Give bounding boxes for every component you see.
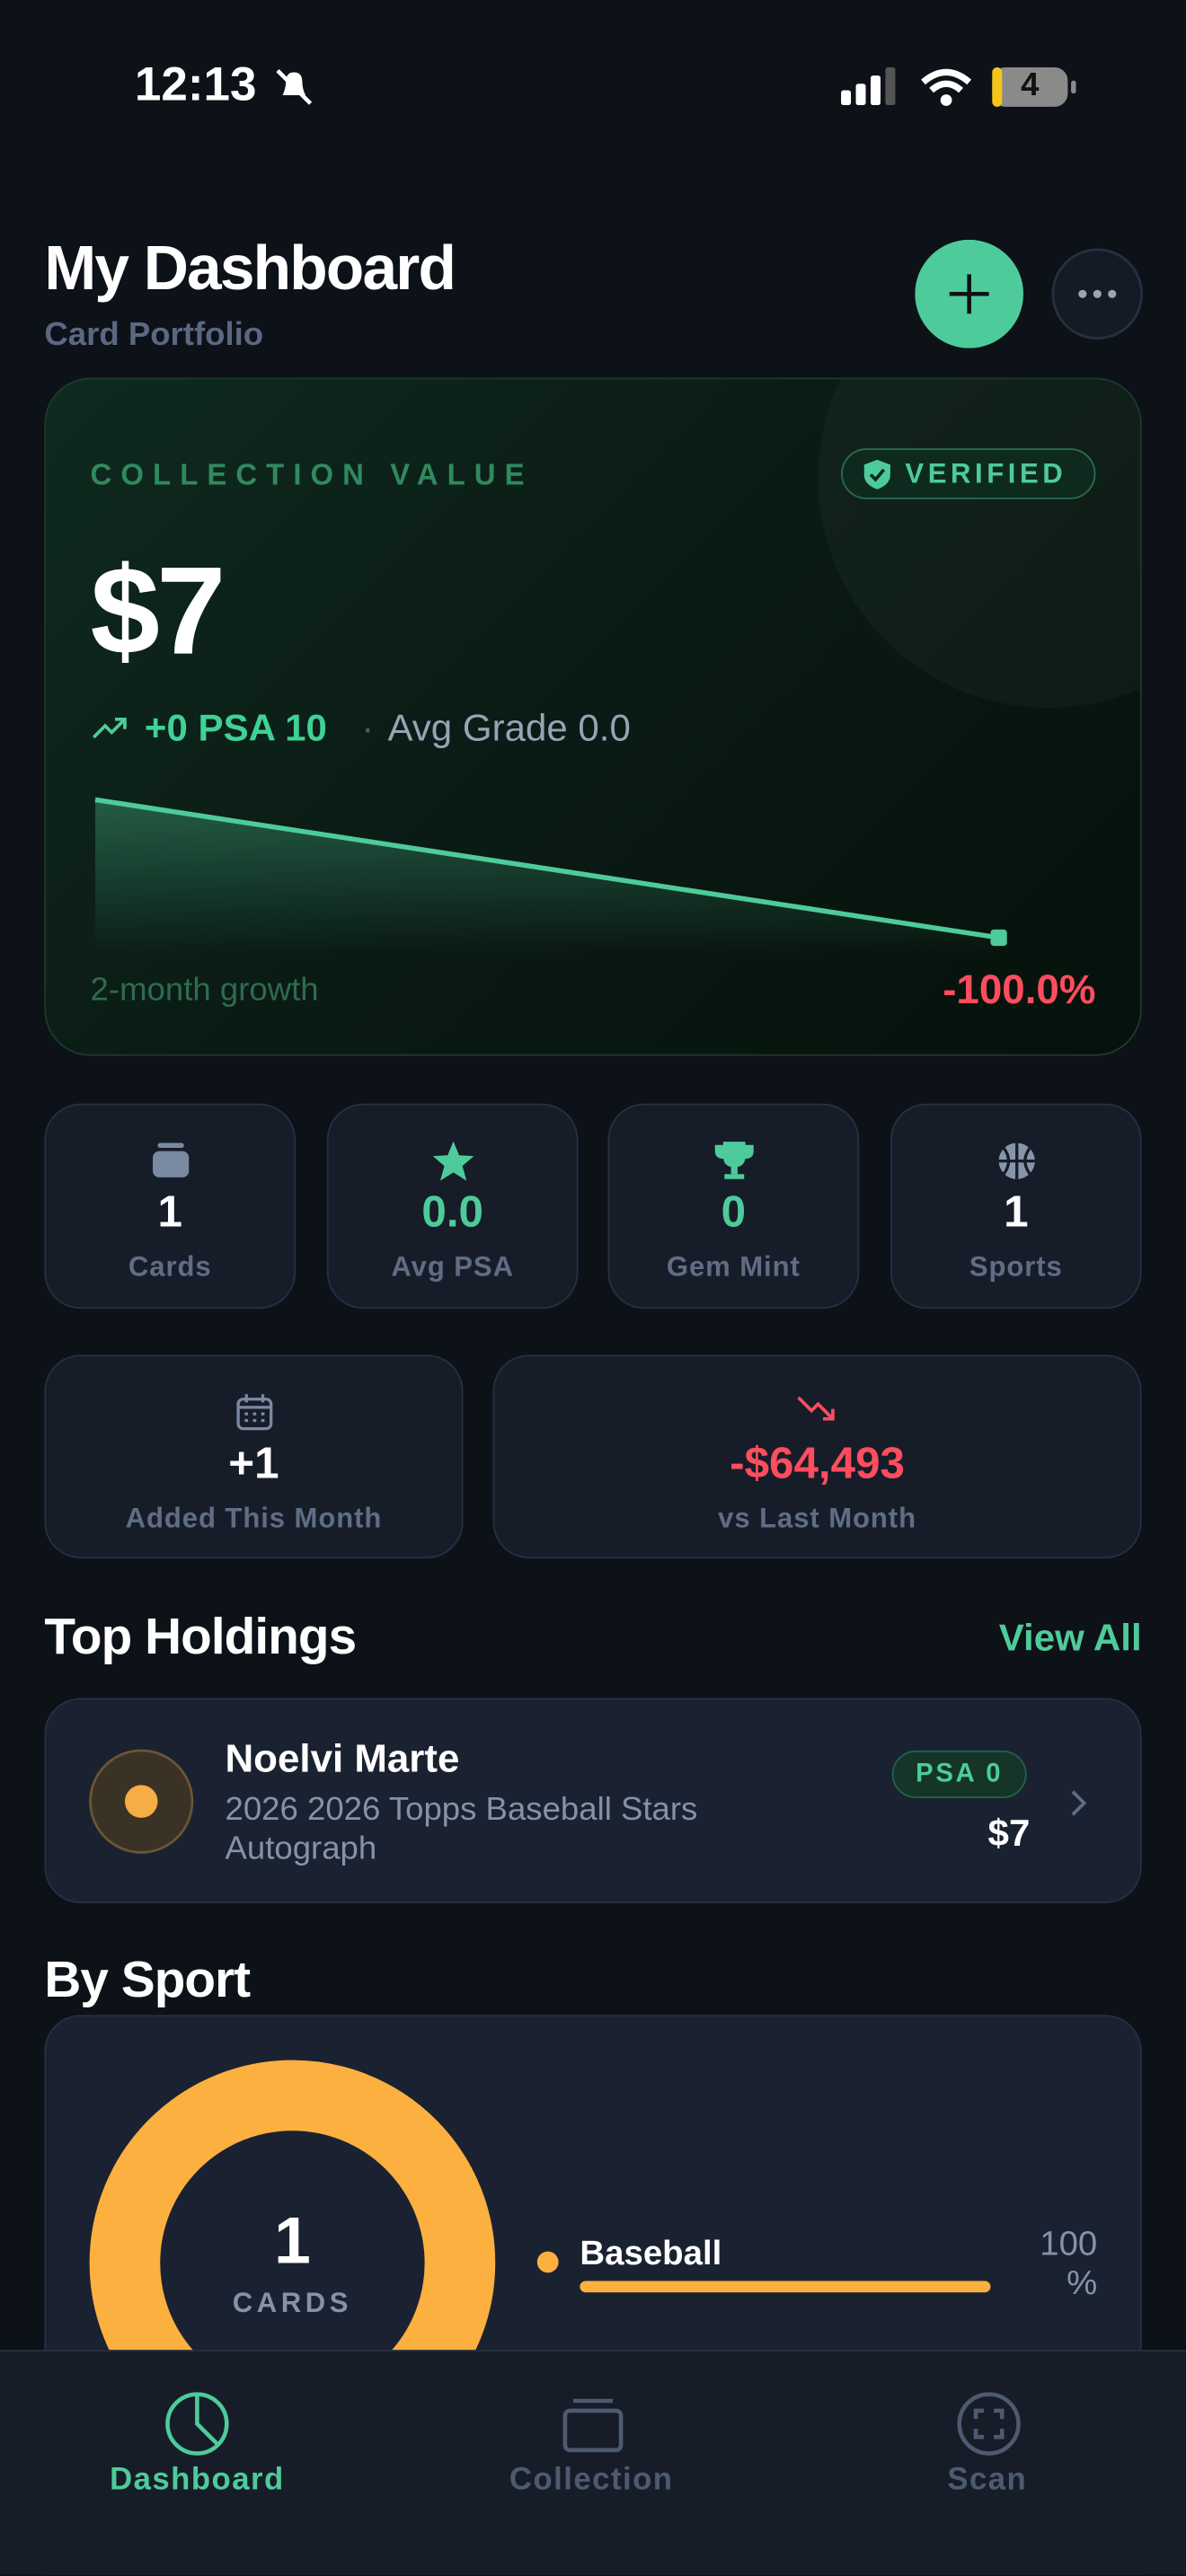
sport-percent: 100 % bbox=[1040, 2225, 1098, 2303]
badge-text: VERIFIED bbox=[905, 458, 1067, 490]
stat-value: 1 bbox=[1004, 1187, 1029, 1237]
donut-center-value: 1 bbox=[274, 2205, 311, 2278]
month-stat-label: vs Last Month bbox=[718, 1502, 916, 1534]
holding-set: 2026 2026 Topps Baseball Stars Autograph bbox=[225, 1791, 698, 1867]
stat-label: Gem Mint bbox=[666, 1251, 801, 1283]
trend-icon bbox=[92, 717, 127, 739]
donut-center-label: CARDS bbox=[232, 2287, 353, 2319]
month-stat-value: -$64,493 bbox=[730, 1438, 906, 1488]
tab-label[interactable]: Collection bbox=[509, 2463, 674, 2498]
holding-row[interactable]: Noelvi Marte 2026 2026 Topps Baseball St… bbox=[44, 1698, 1142, 1903]
growth-value: -100.0% bbox=[943, 966, 1096, 1014]
legend-dot bbox=[536, 2251, 559, 2273]
more-button[interactable] bbox=[1051, 248, 1144, 340]
section-title: Top Holdings bbox=[44, 1607, 357, 1665]
stat-label: Sports bbox=[969, 1251, 1063, 1283]
trend-down-icon bbox=[796, 1396, 834, 1421]
ball-icon bbox=[997, 1142, 1034, 1179]
tab-label[interactable]: Scan bbox=[947, 2463, 1028, 2498]
stat-card: 0.0 Avg PSA bbox=[326, 1103, 579, 1310]
collection-value: $7 bbox=[90, 542, 226, 682]
trophy-icon bbox=[713, 1142, 753, 1179]
stat-value: 1 bbox=[157, 1187, 182, 1237]
month-stat-value: +1 bbox=[228, 1438, 279, 1488]
card-label: COLLECTION VALUE bbox=[90, 458, 534, 491]
month-stat-card: -$64,493 vs Last Month bbox=[492, 1354, 1142, 1559]
sparkline bbox=[94, 797, 1007, 955]
verified-badge: VERIFIED bbox=[841, 448, 1096, 499]
psa10-count: +0 PSA 10 bbox=[144, 706, 327, 749]
month-stat-label: Added This Month bbox=[125, 1502, 383, 1534]
section-title: By Sport bbox=[44, 1951, 251, 2009]
stat-label: Avg PSA bbox=[391, 1251, 514, 1283]
status-icons bbox=[841, 66, 1076, 107]
decor-circle bbox=[818, 379, 1139, 708]
holding-name: Noelvi Marte bbox=[225, 1737, 460, 1782]
collection-value-card: COLLECTION VALUE VERIFIED $7 +0 PSA 10 ·… bbox=[44, 377, 1142, 1056]
sport-name: Baseball bbox=[580, 2235, 722, 2273]
holding-icon bbox=[89, 1749, 194, 1854]
month-stat-card: +1 Added This Month bbox=[44, 1354, 464, 1559]
stat-card: 0 Gem Mint bbox=[607, 1103, 860, 1310]
tab-label[interactable]: Dashboard bbox=[110, 2463, 285, 2498]
tab-bar bbox=[0, 2350, 1186, 2575]
grade-badge: PSA 0 bbox=[891, 1750, 1027, 1798]
chevron bbox=[1071, 1790, 1087, 1816]
mute-icon bbox=[276, 69, 313, 105]
calendar-icon bbox=[235, 1394, 272, 1431]
status-time: 12:13 bbox=[134, 58, 257, 112]
view-all-link[interactable]: View All bbox=[998, 1616, 1142, 1659]
scan-tab-icon[interactable] bbox=[956, 2391, 1022, 2457]
add-button[interactable] bbox=[915, 239, 1024, 348]
stat-value: 0 bbox=[721, 1187, 747, 1237]
separator: · bbox=[361, 706, 375, 749]
star-icon bbox=[431, 1141, 474, 1181]
avg-grade: Avg Grade 0.0 bbox=[387, 706, 631, 749]
holding-value: $7 bbox=[987, 1811, 1031, 1855]
page-subtitle: Card Portfolio bbox=[44, 316, 264, 354]
battery-level: 4 bbox=[1021, 66, 1040, 104]
sport-bar bbox=[580, 2280, 991, 2293]
stat-value: 0.0 bbox=[421, 1187, 484, 1237]
stat-card: 1 Sports bbox=[890, 1103, 1142, 1310]
collection-tab-icon[interactable] bbox=[560, 2395, 625, 2454]
stat-label: Cards bbox=[128, 1251, 212, 1283]
dashboard-tab-icon[interactable] bbox=[164, 2391, 230, 2457]
stat-card: 1 Cards bbox=[44, 1103, 296, 1310]
cards-icon bbox=[152, 1142, 189, 1178]
growth-label: 2-month growth bbox=[90, 972, 319, 1009]
page-title: My Dashboard bbox=[44, 234, 456, 304]
